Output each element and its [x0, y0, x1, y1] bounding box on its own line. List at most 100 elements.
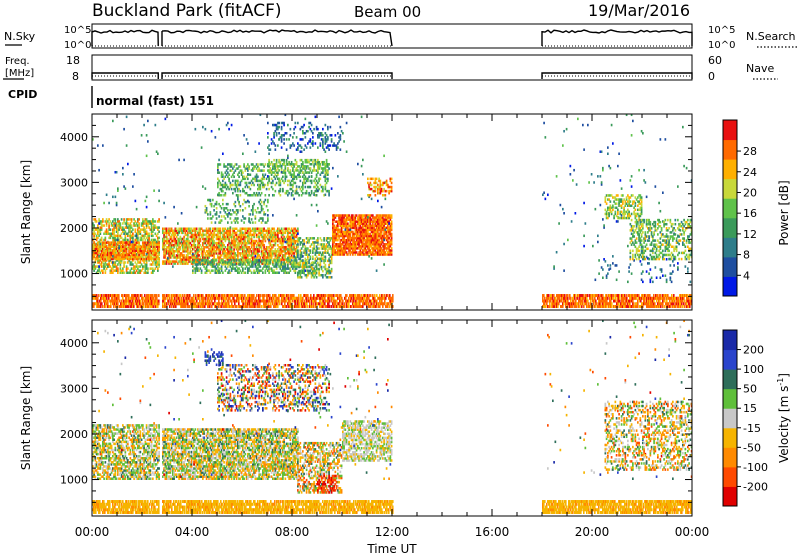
scatter-cell [315, 269, 318, 272]
ground-scatter-cell [313, 294, 315, 298]
scatter-cell [128, 234, 130, 238]
ground-scatter-cell [265, 299, 267, 303]
ground-scatter-cell [283, 294, 285, 298]
scatter-cell [234, 256, 237, 259]
ground-scatter-cell [649, 294, 651, 298]
scatter-cell [132, 247, 134, 251]
scatter-cell [94, 253, 97, 256]
scatter-cell [137, 245, 139, 249]
scatter-cell [202, 252, 204, 255]
scatter-cell [112, 220, 114, 223]
ground-scatter-cell [613, 296, 615, 300]
ground-scatter-cell [167, 296, 169, 300]
scatter-cell [135, 238, 138, 242]
scatter-cell [257, 241, 259, 245]
ground-scatter-cell [645, 294, 647, 298]
ground-scatter-cell [673, 294, 675, 298]
scatter-cell [183, 260, 185, 263]
scatter-cell [250, 263, 253, 266]
scatter-cell [329, 276, 332, 279]
scatter-cell [305, 269, 308, 272]
scatter-cell [294, 250, 297, 253]
scatter-cell [99, 241, 102, 244]
ground-scatter-cell [570, 304, 572, 308]
scatter-cell [163, 233, 165, 237]
ground-scatter-cell [370, 299, 372, 303]
ground-scatter-cell [339, 296, 341, 300]
ground-scatter-cell [665, 294, 667, 298]
ground-scatter-cell [213, 294, 215, 298]
scatter-cell [154, 241, 157, 244]
scatter-cell [132, 257, 134, 261]
ground-scatter-cell [660, 302, 662, 306]
scatter-cell [187, 252, 189, 255]
scatter-cell [219, 227, 222, 230]
ground-scatter-cell [658, 302, 660, 306]
scatter-cell [215, 229, 218, 233]
scatter-cell [245, 227, 248, 230]
scatter-cell [115, 228, 118, 231]
scatter-cell [113, 241, 115, 244]
ground-scatter-cell [156, 294, 158, 298]
scatter-cell [202, 241, 204, 245]
scatter-cell [225, 254, 228, 257]
scatter-cell [162, 239, 164, 243]
scatter-cell [179, 229, 182, 233]
scatter-cell [98, 240, 100, 244]
scatter-cell [130, 263, 133, 266]
scatter-cell [134, 228, 137, 231]
scatter-cell [97, 257, 99, 261]
scatter-cell [152, 263, 154, 266]
scatter-cell [294, 248, 297, 251]
ground-scatter-cell [251, 304, 253, 308]
scatter-cell [242, 237, 244, 241]
ground-scatter-cell [169, 294, 171, 298]
scatter-cell [207, 229, 209, 233]
scatter-cell [99, 257, 102, 260]
ground-scatter-cell [335, 299, 337, 303]
ground-scatter-cell [647, 302, 649, 306]
date-label: 19/Mar/2016 [588, 1, 690, 20]
scatter-cell [205, 233, 208, 237]
ground-scatter-cell [252, 294, 254, 298]
ground-scatter-cell [386, 302, 388, 306]
scatter-cell [258, 269, 260, 272]
scatter-cell [248, 254, 250, 257]
scatter-cell [92, 247, 94, 251]
scatter-cell [217, 243, 219, 247]
ground-scatter-cell [325, 294, 327, 298]
scatter-cell [173, 254, 175, 257]
ground-scatter-cell [183, 302, 185, 306]
scatter-cell [325, 245, 328, 248]
scatter-cell [163, 239, 165, 243]
scatter-cell [163, 235, 165, 239]
ground-scatter-cell [681, 299, 683, 303]
scatter-cell [129, 261, 132, 264]
ground-scatter-cell [291, 294, 293, 298]
ground-scatter-cell [578, 294, 580, 298]
ground-scatter-cell [589, 294, 591, 298]
ground-scatter-cell [655, 304, 657, 308]
scatter-cell [99, 245, 102, 249]
ground-scatter-cell [306, 296, 308, 300]
ground-scatter-cell [210, 302, 212, 306]
scatter-cell [244, 239, 247, 243]
ground-scatter-cell [125, 296, 127, 300]
scatter-cell [168, 241, 170, 245]
scatter-cell [228, 263, 230, 266]
scatter-cell [229, 229, 232, 233]
ground-scatter-cell [616, 294, 618, 298]
ground-scatter-cell [325, 299, 327, 303]
scatter-cell [164, 243, 167, 247]
ground-scatter-cell [610, 304, 612, 308]
ground-scatter-cell [180, 299, 182, 303]
ground-scatter-cell [357, 296, 359, 300]
ground-scatter-cell [364, 296, 366, 300]
ground-scatter-cell [653, 299, 655, 303]
scatter-cell [228, 254, 230, 257]
ground-scatter-cell [689, 294, 691, 298]
scatter-cell [157, 255, 159, 259]
nsky-line [161, 29, 393, 47]
ground-scatter-cell [390, 296, 392, 300]
scatter-cell [227, 265, 229, 268]
